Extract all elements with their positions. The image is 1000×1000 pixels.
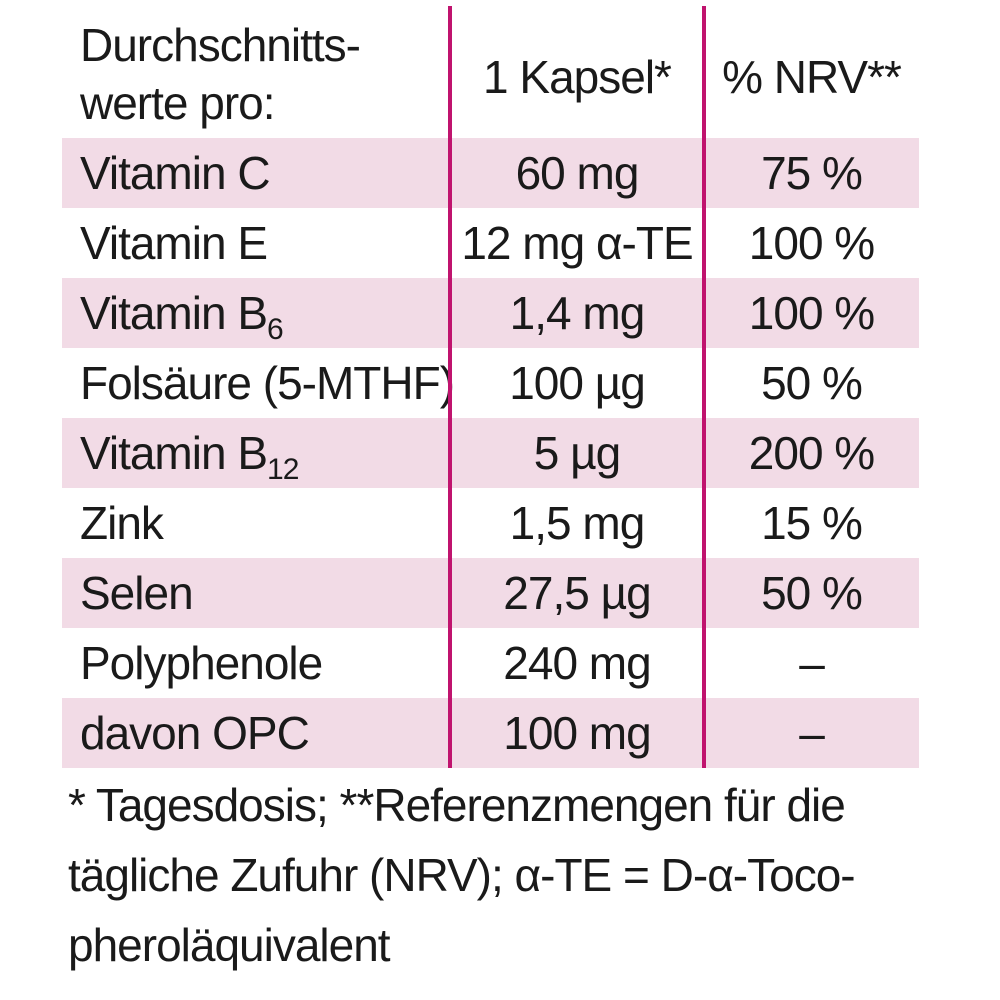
nutrient-name: Polyphenole <box>80 637 323 689</box>
column-divider-nrv <box>702 6 706 768</box>
nutrient-amount: 12 mg α-TE <box>461 217 693 269</box>
table-row: Vitamin E 12 mg α-TE 100 % <box>62 208 919 278</box>
footnote-line: * Tagesdosis; **Referenzmengen für die <box>68 779 846 831</box>
nutrient-nrv: 100 % <box>748 217 875 269</box>
nutrient-nrv: 15 % <box>761 497 863 549</box>
table-row: Vitamin B12 5 µg 200 % <box>62 418 919 488</box>
nutrient-name: Vitamin B12 <box>80 427 299 486</box>
table-row: Folsäure (5-MTHF) 100 µg 50 % <box>62 348 919 418</box>
nutrient-amount: 100 µg <box>509 357 646 409</box>
nutrient-nrv: 200 % <box>748 427 875 479</box>
table-row: Selen 27,5 µg 50 % <box>62 558 919 628</box>
column-divider-amount <box>448 6 452 768</box>
header-amount-label: 1 Kapsel* <box>483 51 672 103</box>
nutrient-amount: 27,5 µg <box>503 567 651 619</box>
nutrient-name: Folsäure (5-MTHF) <box>80 357 455 409</box>
table-row: davon OPC 100 mg – <box>62 698 919 768</box>
table-row: Vitamin B6 1,4 mg 100 % <box>62 278 919 348</box>
table-row: Polyphenole 240 mg – <box>62 628 919 698</box>
nutrient-nrv: – <box>799 707 825 759</box>
nutrient-name: davon OPC <box>80 707 310 759</box>
nutrient-amount: 60 mg <box>515 147 640 199</box>
footnote: * Tagesdosis; **Referenzmengen für die t… <box>68 770 968 980</box>
table-header: Durchschnitts- werte pro: 1 Kapsel* % NR… <box>62 10 919 138</box>
nutrient-name: Vitamin E <box>80 217 268 269</box>
nutrient-amount: 5 µg <box>533 427 621 479</box>
table-row: Vitamin C 60 mg 75 % <box>62 138 919 208</box>
nutrient-nrv: – <box>799 637 825 689</box>
nutrient-amount: 1,4 mg <box>509 287 646 339</box>
header-nrv-label: % NRV** <box>722 51 902 103</box>
nutrient-amount: 1,5 mg <box>509 497 646 549</box>
nutrient-amount: 100 mg <box>503 707 651 759</box>
nutrient-name: Vitamin C <box>80 147 271 199</box>
nutrient-name: Selen <box>80 567 194 619</box>
nutrient-nrv: 50 % <box>761 357 863 409</box>
nutrient-name: Zink <box>80 497 164 549</box>
header-name-label: Durchschnitts- werte pro: <box>80 19 361 129</box>
nutrition-table: Durchschnitts- werte pro: 1 Kapsel* % NR… <box>62 6 919 768</box>
nutrient-amount: 240 mg <box>503 637 651 689</box>
nutrient-nrv: 100 % <box>748 287 875 339</box>
nutrient-nrv: 75 % <box>761 147 863 199</box>
footnote-line: pheroläquivalent <box>68 919 391 971</box>
nutrient-name: Vitamin B6 <box>80 287 284 346</box>
footnote-line: tägliche Zufuhr (NRV); α-TE = D-α-Toco- <box>68 849 856 901</box>
nutrient-nrv: 50 % <box>761 567 863 619</box>
table-row: Zink 1,5 mg 15 % <box>62 488 919 558</box>
